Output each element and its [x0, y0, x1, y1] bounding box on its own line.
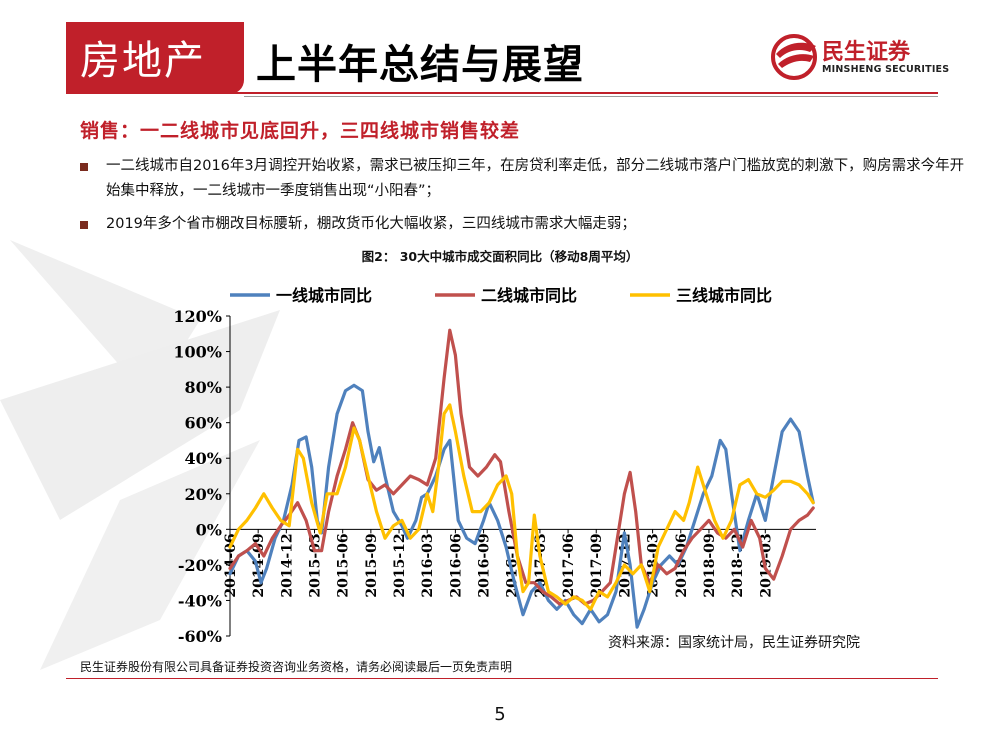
header-divider-secondary [244, 96, 938, 97]
x-tick-label: 2018-09 [702, 533, 718, 597]
page-number: 5 [494, 704, 506, 725]
minsheng-logo-icon [771, 34, 817, 80]
y-tick-label: 40% [185, 449, 222, 468]
header-divider [66, 92, 938, 94]
y-tick-label: 120% [173, 307, 222, 326]
section-title: 销售：一二线城市见底回升，三四线城市销售较差 [80, 120, 521, 142]
x-tick-label: 2016-03 [420, 533, 436, 597]
legend-label-3: 三线城市同比 [676, 286, 772, 305]
series-line-3 [228, 403, 815, 611]
logo-text-english: MINSHENG SECURITIES [822, 64, 950, 75]
x-tick-label: 2015-09 [364, 533, 380, 597]
x-tick-label: 2016-06 [448, 533, 464, 597]
line-chart: 120% 100% 80% 60% 40% 20% 0% -20% -40% -60% 2014-0… [173, 286, 816, 646]
source-note: 资料来源：国家统计局，民生证券研究院 [608, 635, 860, 651]
y-tick-label: -60% [178, 627, 222, 646]
legend-label-1: 一线城市同比 [276, 286, 372, 305]
header-category-badge: 房地产 [66, 22, 244, 94]
figure-title: 图2： 30大中城市成交面积同比（移动8周平均） [361, 249, 639, 264]
minsheng-logo [771, 34, 817, 80]
footer-disclaimer: 民生证券股份有限公司具备证券投资咨询业务资格，请务必阅读最后一页免责声明 [80, 660, 513, 674]
x-tick-label: 2015-12 [392, 533, 408, 597]
x-tick-label: 2015-06 [336, 533, 352, 597]
bullet-text: 一二线城市自2016年3月调控开始收紧，需求已被压抑三年，在房贷利率走低，部分二… [106, 158, 965, 199]
bullet-text: 2019年多个省市棚改目标腰斩，棚改货币化大幅收紧，三四线城市需求大幅走弱； [106, 216, 636, 232]
footer-divider [66, 678, 938, 679]
x-tick-label: 2014-12 [279, 533, 295, 597]
x-tick-label: 2017-09 [589, 533, 605, 597]
x-tick-label: 2017-06 [561, 533, 577, 597]
x-tick-label: 2015-03 [308, 533, 324, 597]
legend-label-2: 二线城市同比 [481, 286, 577, 305]
logo-text-chinese: 民生证券 [822, 40, 911, 65]
y-tick-label: 20% [185, 485, 222, 504]
y-tick-label: 100% [173, 343, 222, 362]
y-tick-label: 60% [185, 414, 222, 433]
y-tick-label: 80% [185, 378, 222, 397]
page-title: 上半年总结与展望 [256, 41, 584, 88]
x-tick-label: 2016-09 [477, 533, 493, 597]
x-tick-label: 2014-09 [251, 533, 267, 597]
bullet-square-icon [80, 163, 88, 171]
y-tick-label: 0% [196, 520, 222, 539]
series-line-2 [228, 328, 815, 606]
y-tick-label: -20% [178, 556, 222, 575]
y-tick-label: -40% [178, 591, 222, 610]
bullet-square-icon [80, 221, 88, 229]
x-tick-label: 2018-12 [730, 533, 746, 597]
header-category-text: 房地产 [80, 38, 206, 84]
